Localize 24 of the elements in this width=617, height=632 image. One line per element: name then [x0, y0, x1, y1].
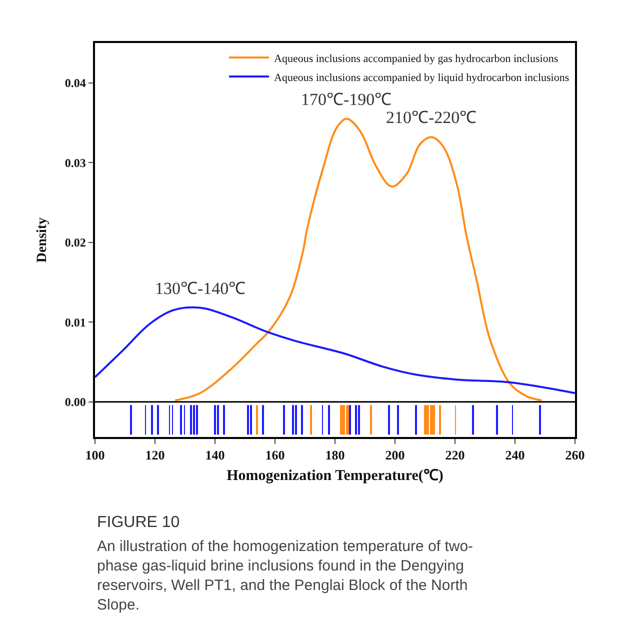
annotation: 130℃-140℃ [155, 279, 246, 298]
x-tick-label: 260 [565, 447, 585, 462]
y-tick-label: 0.01 [64, 315, 86, 330]
x-tick-label: 100 [85, 447, 105, 462]
annotation: 170℃-190℃ [301, 90, 392, 109]
x-tick-label: 200 [385, 447, 405, 462]
y-tick-label: 0.03 [64, 156, 86, 170]
x-axis-title: Homogenization Temperature(℃) [226, 468, 444, 484]
line-series [95, 306, 575, 394]
text: An illustration of the homogenization temperature of two-phase gas-liquid brine inclusions found in the Dengying reservoirs, Well PT1, and the Penglai Block of the North Slope. [97, 538, 474, 614]
x-tick-label: 240 [505, 447, 525, 462]
y-axis-title: Density [34, 217, 50, 263]
x-tick-label: 220 [445, 447, 465, 462]
y-tick-label: 0.04 [64, 76, 86, 90]
caption: FIGURE 10 [97, 514, 180, 531]
y-tick-label: 0.00 [64, 395, 86, 410]
x-tick-label: 180 [325, 447, 345, 462]
x-tick-label: 120 [145, 447, 165, 462]
legend-label: Aqueous inclusions accompanied by gas hydrocarbon inclusions [274, 52, 558, 65]
x-tick-label: 160 [265, 447, 285, 462]
y-tick-label: 0.02 [64, 236, 86, 250]
legend-label: Aqueous inclusions accompanied by liquid hydrocarbon inclusions [274, 72, 570, 84]
annotation: 210℃-220℃ [386, 108, 477, 127]
x-tick-label: 140 [205, 447, 225, 462]
